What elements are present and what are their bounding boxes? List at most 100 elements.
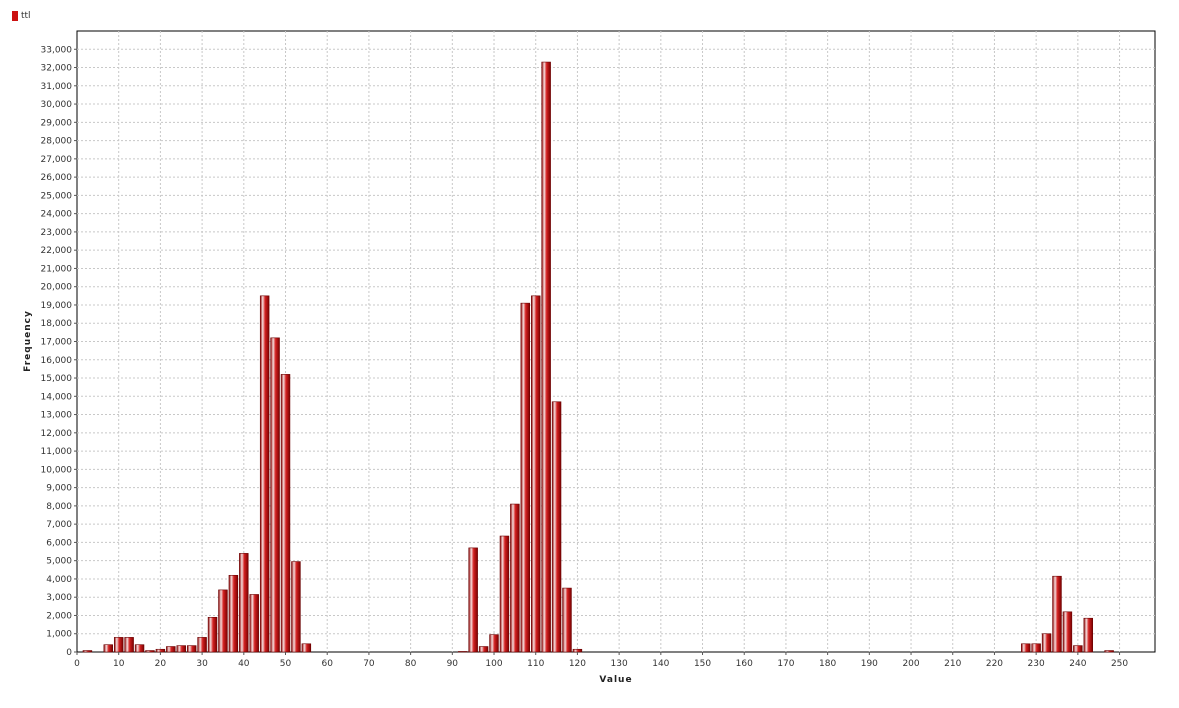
bar	[280, 374, 291, 653]
bar	[197, 637, 207, 653]
y-tick-label: 1,000	[46, 630, 72, 640]
x-tick-label: 210	[944, 659, 961, 669]
x-tick-label: 80	[405, 659, 417, 669]
x-tick-label: 30	[196, 659, 208, 669]
bar	[1041, 633, 1052, 653]
bar	[82, 650, 93, 653]
bar	[1104, 650, 1114, 653]
bar	[291, 561, 301, 653]
bar	[239, 553, 249, 653]
y-tick-label: 16,000	[41, 356, 73, 366]
bar	[478, 646, 489, 653]
bar	[134, 644, 145, 653]
y-tick-label: 10,000	[41, 465, 73, 475]
y-tick-label: 19,000	[41, 301, 73, 311]
bar	[1062, 611, 1073, 653]
bar	[1021, 643, 1031, 653]
x-tick-label: 60	[321, 659, 333, 669]
x-tick-label: 200	[902, 659, 919, 669]
x-tick-label: 50	[280, 659, 292, 669]
y-axis-title: Frequency	[23, 310, 33, 372]
bar	[510, 503, 520, 653]
bar	[468, 547, 478, 653]
x-tick-label: 90	[447, 659, 459, 669]
y-tick-label: 18,000	[41, 319, 73, 329]
x-tick-label: 160	[736, 659, 753, 669]
bar	[1083, 617, 1093, 653]
bars	[82, 61, 1114, 653]
y-tick-label: 0	[66, 648, 72, 658]
x-tick-label: 140	[652, 659, 669, 669]
bar	[259, 295, 270, 653]
y-tick-label: 2,000	[46, 611, 72, 621]
x-tick-label: 230	[1028, 659, 1045, 669]
x-tick-label: 180	[819, 659, 836, 669]
bar	[113, 637, 124, 653]
x-tick-label: 250	[1111, 659, 1128, 669]
plot-area	[76, 30, 1156, 653]
x-tick-label: 20	[155, 659, 167, 669]
legend-swatch-ttl	[12, 11, 18, 21]
bar	[1073, 645, 1083, 653]
x-tick-label: 240	[1069, 659, 1086, 669]
bar	[270, 337, 280, 653]
bar	[458, 651, 468, 653]
bar	[1031, 643, 1041, 653]
bar	[301, 643, 312, 653]
x-tick-label: 100	[485, 659, 502, 669]
y-tick-label: 23,000	[41, 228, 73, 238]
bar	[551, 401, 562, 653]
y-tick-label: 21,000	[41, 264, 73, 274]
bar	[489, 634, 499, 653]
y-tick-label: 20,000	[41, 283, 73, 293]
y-tick-label: 5,000	[46, 557, 72, 567]
y-tick-label: 33,000	[41, 45, 73, 55]
bar	[176, 645, 186, 653]
y-tick-label: 3,000	[46, 593, 72, 603]
bar	[218, 589, 228, 653]
y-tick-label: 6,000	[46, 538, 72, 548]
bar	[186, 645, 197, 653]
x-tick-label: 10	[113, 659, 125, 669]
y-tick-label: 26,000	[41, 173, 73, 183]
y-tick-label: 4,000	[46, 575, 72, 585]
bar	[228, 574, 239, 653]
x-tick-label: 130	[611, 659, 628, 669]
x-tick-label: 120	[569, 659, 586, 669]
y-tick-label: 13,000	[41, 411, 73, 421]
bar	[166, 646, 176, 653]
x-tick-label: 40	[238, 659, 250, 669]
y-tick-label: 9,000	[46, 484, 72, 494]
y-tick-label: 27,000	[41, 155, 73, 165]
x-tick-label: 110	[527, 659, 544, 669]
bar	[520, 302, 531, 653]
bar	[207, 616, 218, 653]
y-tick-label: 8,000	[46, 502, 72, 512]
x-axis-ticks: 0 10 20 30 40 50 60 70 80 90 100 110 120 130 140 150 160…	[74, 652, 1128, 669]
y-tick-label: 31,000	[41, 82, 73, 92]
y-tick-label: 30,000	[41, 100, 73, 110]
legend-label-ttl: ttl	[21, 11, 31, 21]
y-tick-label: 12,000	[41, 429, 73, 439]
y-tick-label: 24,000	[41, 210, 73, 220]
bar	[145, 650, 155, 653]
bar	[499, 535, 510, 653]
x-tick-label: 150	[694, 659, 711, 669]
x-tick-label: 170	[777, 659, 794, 669]
y-tick-label: 22,000	[41, 246, 73, 256]
x-tick-label: 220	[986, 659, 1003, 669]
x-axis-title: Value	[599, 675, 632, 685]
x-tick-label: 70	[363, 659, 375, 669]
bar	[124, 637, 134, 653]
y-axis-ticks: 0 1,000 2,000 3,000 4,000 5,000 6,000 7,000 8,00…	[41, 45, 77, 658]
bar	[103, 644, 113, 653]
y-tick-label: 7,000	[46, 520, 72, 530]
y-tick-label: 25,000	[41, 191, 73, 201]
bar	[572, 648, 583, 653]
bar	[249, 594, 259, 653]
y-tick-label: 15,000	[41, 374, 73, 384]
y-tick-label: 29,000	[41, 118, 73, 128]
bar	[541, 61, 551, 653]
y-tick-label: 14,000	[41, 392, 73, 402]
